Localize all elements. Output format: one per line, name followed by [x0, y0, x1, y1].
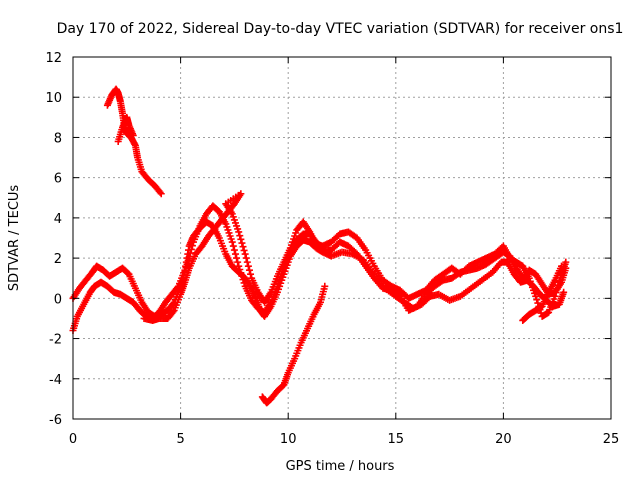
x-tick-label: 15: [388, 432, 405, 447]
data-point: [238, 272, 246, 280]
series-trace-c: [140, 190, 570, 324]
y-tick-label: 0: [54, 292, 62, 307]
data-point: [233, 254, 241, 262]
data-point: [532, 292, 540, 300]
series-late-drop: [258, 282, 329, 407]
data-point: [230, 246, 238, 254]
data-point: [552, 289, 560, 297]
series-trace-d: [519, 262, 566, 324]
data-point: [169, 308, 177, 316]
data-point: [551, 292, 559, 300]
y-tick-label: 6: [54, 172, 62, 187]
y-tick-label: 8: [54, 131, 62, 146]
data-point: [239, 276, 247, 284]
x-tick-label: 25: [603, 432, 620, 447]
data-point: [129, 131, 137, 139]
data-point: [242, 254, 250, 262]
series-layer: [69, 85, 570, 407]
x-tick-label: 0: [69, 432, 77, 447]
axis-ticks: 0 5 10 15 20 25 -6 -4 -2 0 2 4 6 8 10 12: [45, 51, 619, 447]
data-point: [234, 258, 242, 266]
data-point: [562, 258, 570, 266]
series-early-high-b: [114, 113, 137, 145]
data-point: [534, 299, 542, 307]
data-point: [186, 249, 194, 257]
data-point: [236, 266, 244, 274]
data-point: [188, 242, 196, 250]
y-tick-label: 2: [54, 252, 62, 267]
data-point: [558, 262, 566, 270]
data-point: [156, 188, 164, 196]
chart-title: Day 170 of 2022, Sidereal Day-to-day VTE…: [57, 21, 624, 37]
data-point: [238, 239, 246, 247]
data-point: [169, 300, 177, 308]
data-point: [240, 279, 248, 287]
data-point: [229, 242, 237, 250]
data-point: [240, 246, 248, 254]
y-tick-label: 10: [45, 91, 62, 106]
data-point: [228, 238, 236, 246]
data-point: [239, 243, 247, 251]
data-point: [157, 190, 165, 198]
y-tick-label: 12: [45, 51, 62, 66]
data-point: [237, 235, 245, 243]
x-tick-label: 5: [176, 432, 184, 447]
data-point: [241, 250, 249, 258]
data-point: [553, 285, 561, 293]
data-point: [235, 262, 243, 270]
data-point: [533, 296, 541, 304]
data-point: [247, 270, 255, 278]
data-point: [560, 288, 568, 296]
y-tick-label: 4: [54, 212, 62, 227]
x-tick-label: 20: [495, 432, 512, 447]
x-axis-title: GPS time / hours: [286, 459, 395, 474]
data-point: [554, 281, 562, 289]
data-point: [245, 266, 253, 274]
y-axis-title: SDTVAR / TECUs: [7, 185, 22, 292]
data-point: [231, 250, 239, 258]
plot-frame: [72, 56, 612, 420]
data-point: [243, 258, 251, 266]
series-early-high: [103, 85, 165, 198]
y-tick-label: -6: [49, 413, 62, 428]
y-tick-label: -2: [49, 333, 62, 348]
y-tick-label: -4: [49, 373, 62, 388]
data-point: [236, 232, 244, 240]
data-point: [321, 282, 329, 290]
x-tick-label: 10: [280, 432, 297, 447]
data-point: [244, 262, 252, 270]
data-point: [235, 228, 243, 236]
grid: [73, 57, 611, 419]
data-point: [187, 245, 195, 253]
data-point: [237, 269, 245, 277]
